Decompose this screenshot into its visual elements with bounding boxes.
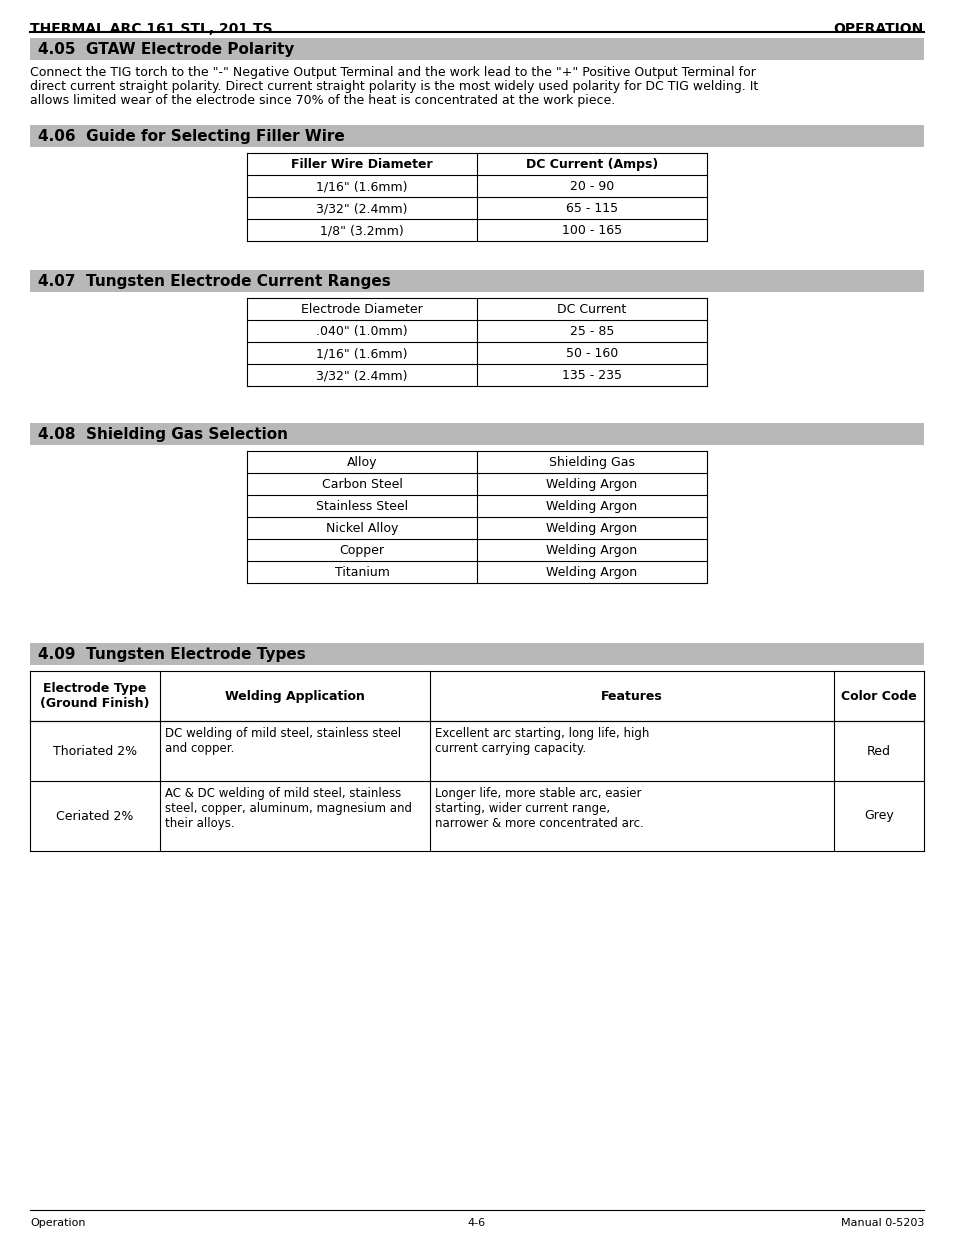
Text: Ceriated 2%: Ceriated 2% <box>56 809 133 823</box>
Text: Stainless Steel: Stainless Steel <box>315 500 408 513</box>
Text: 4-6: 4-6 <box>468 1218 485 1228</box>
Bar <box>247 153 706 241</box>
Bar <box>30 270 923 291</box>
Text: Welding Argon: Welding Argon <box>546 478 637 492</box>
Text: Grey: Grey <box>863 809 893 823</box>
Text: OPERATION: OPERATION <box>833 22 923 36</box>
Text: Thoriated 2%: Thoriated 2% <box>52 745 137 757</box>
Bar <box>247 298 706 387</box>
Text: 3/32" (2.4mm): 3/32" (2.4mm) <box>315 369 407 382</box>
Text: Welding Argon: Welding Argon <box>546 566 637 579</box>
Text: Excellent arc starting, long life, high
current carrying capacity.: Excellent arc starting, long life, high … <box>435 727 649 755</box>
Text: direct current straight polarity. Direct current straight polarity is the most w: direct current straight polarity. Direct… <box>30 80 758 93</box>
Text: 25 - 85: 25 - 85 <box>569 325 614 338</box>
Text: Nickel Alloy: Nickel Alloy <box>326 522 397 535</box>
Bar <box>30 721 923 781</box>
Text: 4.06  Guide for Selecting Filler Wire: 4.06 Guide for Selecting Filler Wire <box>38 128 344 144</box>
Text: Longer life, more stable arc, easier
starting, wider current range,
narrower & m: Longer life, more stable arc, easier sta… <box>435 787 643 830</box>
Text: Filler Wire Diameter: Filler Wire Diameter <box>291 158 433 170</box>
Text: Welding Application: Welding Application <box>225 689 365 703</box>
Text: Alloy: Alloy <box>346 456 376 469</box>
Text: DC welding of mild steel, stainless steel
and copper.: DC welding of mild steel, stainless stee… <box>165 727 400 755</box>
Text: allows limited wear of the electrode since 70% of the heat is concentrated at th: allows limited wear of the electrode sin… <box>30 94 615 107</box>
Text: 1/16" (1.6mm): 1/16" (1.6mm) <box>315 180 407 193</box>
Bar <box>30 38 923 61</box>
Text: Titanium: Titanium <box>335 566 389 579</box>
Text: Welding Argon: Welding Argon <box>546 500 637 513</box>
Text: 4.08  Shielding Gas Selection: 4.08 Shielding Gas Selection <box>38 427 288 442</box>
Bar <box>30 781 923 851</box>
Bar <box>30 671 923 721</box>
Text: AC & DC welding of mild steel, stainless
steel, copper, aluminum, magnesium and
: AC & DC welding of mild steel, stainless… <box>165 787 412 830</box>
Bar <box>247 451 706 583</box>
Text: 65 - 115: 65 - 115 <box>565 203 618 215</box>
Text: .040" (1.0mm): .040" (1.0mm) <box>315 325 407 338</box>
Text: DC Current (Amps): DC Current (Amps) <box>525 158 658 170</box>
Text: Welding Argon: Welding Argon <box>546 522 637 535</box>
Text: 135 - 235: 135 - 235 <box>561 369 621 382</box>
Text: 1/16" (1.6mm): 1/16" (1.6mm) <box>315 347 407 359</box>
Text: 4.07  Tungsten Electrode Current Ranges: 4.07 Tungsten Electrode Current Ranges <box>38 274 391 289</box>
Text: 1/8" (3.2mm): 1/8" (3.2mm) <box>320 224 403 237</box>
Text: Welding Argon: Welding Argon <box>546 543 637 557</box>
Bar <box>247 153 706 175</box>
Text: Features: Features <box>600 689 662 703</box>
Text: Electrode Diameter: Electrode Diameter <box>301 303 422 316</box>
Text: Red: Red <box>866 745 890 757</box>
Text: 3/32" (2.4mm): 3/32" (2.4mm) <box>315 203 407 215</box>
Text: Operation: Operation <box>30 1218 86 1228</box>
Text: THERMAL ARC 161 STL, 201 TS: THERMAL ARC 161 STL, 201 TS <box>30 22 273 36</box>
Bar <box>247 298 706 320</box>
Text: 4.09  Tungsten Electrode Types: 4.09 Tungsten Electrode Types <box>38 647 305 662</box>
Text: 100 - 165: 100 - 165 <box>561 224 621 237</box>
Text: Carbon Steel: Carbon Steel <box>321 478 402 492</box>
Text: Electrode Type
(Ground Finish): Electrode Type (Ground Finish) <box>40 682 150 710</box>
Bar <box>30 424 923 445</box>
Text: DC Current: DC Current <box>557 303 626 316</box>
Bar <box>247 451 706 473</box>
Text: Shielding Gas: Shielding Gas <box>548 456 635 469</box>
Text: 4.05  GTAW Electrode Polarity: 4.05 GTAW Electrode Polarity <box>38 42 294 57</box>
Text: Copper: Copper <box>339 543 384 557</box>
Text: 50 - 160: 50 - 160 <box>565 347 618 359</box>
Text: Color Code: Color Code <box>841 689 916 703</box>
Bar <box>30 643 923 664</box>
Text: Manual 0-5203: Manual 0-5203 <box>840 1218 923 1228</box>
Text: Connect the TIG torch to the "-" Negative Output Terminal and the work lead to t: Connect the TIG torch to the "-" Negativ… <box>30 65 755 79</box>
Bar <box>30 125 923 147</box>
Text: 20 - 90: 20 - 90 <box>569 180 614 193</box>
